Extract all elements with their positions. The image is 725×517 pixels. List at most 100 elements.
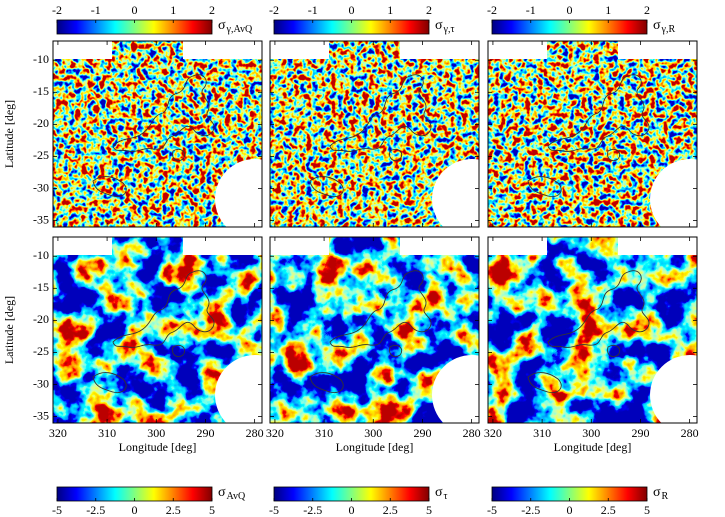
x-tick-label: 290 [413, 426, 431, 440]
contour [92, 270, 215, 394]
x-tick-label: 290 [631, 426, 649, 440]
frame [269, 236, 480, 424]
colorbar-subscript: R [662, 491, 669, 502]
colorbar-label: στ [435, 485, 448, 502]
colorbar-tick-label: -1 [91, 3, 101, 17]
colorbar-symbol: σ [653, 18, 661, 33]
colorbar-tick-label: 1 [605, 3, 611, 17]
colorbar-subscript: AvQ [227, 491, 246, 502]
x-tick-label: 300 [364, 426, 382, 440]
map [270, 41, 479, 227]
mask [183, 41, 262, 59]
colorbar-tick-label: -2.5 [521, 503, 540, 517]
colorbar-label: σγ,R [653, 18, 675, 35]
x-axis-label: Longitude [deg] [554, 440, 632, 454]
x-tick-label: 320 [484, 426, 502, 440]
x-tick-label: 280 [463, 426, 481, 440]
colorbar-tick-label: 2.5 [601, 503, 616, 517]
frame [52, 236, 263, 424]
colorbar-tick-label: 2.5 [383, 503, 398, 517]
contour [527, 74, 650, 198]
y-tick-label: -15 [33, 84, 49, 98]
colorbar-symbol: σ [653, 485, 661, 500]
colorbar-label: σAvQ [218, 485, 246, 502]
colorbar-label: σR [653, 485, 669, 502]
mask [650, 159, 697, 227]
y-axis-label: Latitude [deg] [2, 296, 16, 364]
x-tick-label: 280 [246, 426, 264, 440]
y-tick-label: -35 [33, 408, 49, 422]
colorbar-tick-label: 1 [170, 3, 176, 17]
colorbar-subscript: γ,R [661, 24, 676, 35]
colorbar-tick-label: 0 [567, 503, 573, 517]
y-tick-label: -20 [33, 116, 49, 130]
frame [269, 40, 480, 228]
colorbar-tick-label: 2 [426, 3, 432, 17]
colorbar-tick-label: 0 [349, 3, 355, 17]
y-tick-label: -25 [33, 148, 49, 162]
colorbar-tick-label: 5 [426, 503, 432, 517]
mask [400, 41, 479, 59]
x-axis-label: Longitude [deg] [119, 440, 197, 454]
x-tick-label: 290 [196, 426, 214, 440]
y-tick-label: -25 [33, 344, 49, 358]
colorbar-tick-label: 0 [132, 503, 138, 517]
mask [215, 159, 262, 227]
colorbar-tick-label: -2.5 [86, 503, 105, 517]
mask [270, 41, 329, 59]
mask [53, 41, 112, 59]
x-tick-label: 320 [49, 426, 67, 440]
colorbar-tick-label: -2 [487, 3, 497, 17]
colorbar-tick-label: 2 [644, 3, 650, 17]
x-tick-label: 310 [315, 426, 333, 440]
x-tick-label: 300 [147, 426, 165, 440]
colorbar-symbol: σ [218, 485, 226, 500]
y-tick-label: -15 [33, 280, 49, 294]
mask [270, 237, 329, 255]
y-tick-label: -35 [33, 212, 49, 226]
x-axis-label: Longitude [deg] [336, 440, 414, 454]
colorbar-tick-label: -5 [269, 503, 279, 517]
y-tick-label: -10 [33, 52, 49, 66]
colorbar-label: σγ,AvQ [218, 18, 253, 35]
colorbar-tick-label: 5 [209, 503, 215, 517]
mask [183, 237, 262, 255]
colorbar-tick-label: 0 [349, 503, 355, 517]
y-axis-label: Latitude [deg] [2, 100, 16, 168]
colorbar-tick-label: 2 [209, 3, 215, 17]
colorbar-tick-label: -5 [487, 503, 497, 517]
colorbar-tick-label: -1 [308, 3, 318, 17]
y-tick-label: -10 [33, 248, 49, 262]
colorbar-tick-label: -5 [52, 503, 62, 517]
x-tick-label: 310 [98, 426, 116, 440]
x-tick-label: 320 [266, 426, 284, 440]
colorbar-subscript: γ,AvQ [226, 24, 253, 35]
colorbar-tick-label: -2.5 [303, 503, 322, 517]
colorbar-subscript: τ [444, 491, 448, 502]
contour [309, 270, 432, 394]
mask [53, 237, 112, 255]
mask [432, 355, 479, 423]
colorbar-tick-label: -2 [52, 3, 62, 17]
colorbar-symbol: σ [435, 485, 443, 500]
mask [618, 237, 697, 255]
colorbar-tick-label: 2.5 [166, 503, 181, 517]
contour [309, 74, 432, 198]
contour [527, 270, 650, 394]
frame [52, 40, 263, 228]
colorbar-tick-label: 0 [132, 3, 138, 17]
y-tick-label: -20 [33, 312, 49, 326]
colorbar-tick-label: -2 [269, 3, 279, 17]
mask [215, 355, 262, 423]
colorbar-tick-label: 1 [387, 3, 393, 17]
contour [92, 74, 215, 198]
map [488, 237, 697, 423]
x-tick-label: 300 [582, 426, 600, 440]
colorbar-label: σγ,τ [435, 18, 454, 35]
x-tick-label: 310 [533, 426, 551, 440]
frame [487, 236, 698, 424]
map [53, 237, 262, 423]
colorbar-symbol: σ [435, 18, 443, 33]
colorbar-tick-label: -1 [526, 3, 536, 17]
